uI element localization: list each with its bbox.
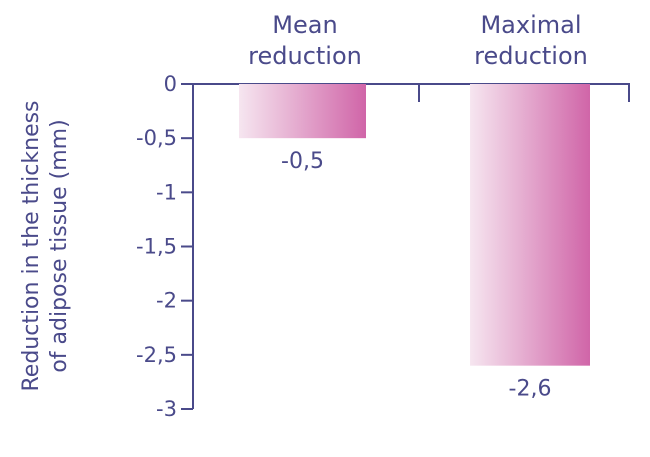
y-tick-label: -3 <box>156 397 177 421</box>
y-axis-title-line1: Reduction in the thickness <box>19 100 44 391</box>
bar <box>239 84 366 139</box>
y-tick-label: -1 <box>156 180 177 204</box>
category-label: Maximal <box>480 11 581 39</box>
y-axis-title: Reduction in the thickness of adipose ti… <box>19 100 72 391</box>
category-labels: Mean reduction Maximal reduction <box>248 11 588 70</box>
category-label: reduction <box>248 42 362 70</box>
y-axis-title-line2: of adipose tissue (mm) <box>47 119 72 372</box>
data-label: -0,5 <box>281 149 324 174</box>
category-label: Mean <box>272 11 337 39</box>
bar <box>470 84 590 366</box>
data-labels: -0,5 -2,6 <box>281 149 551 401</box>
y-tick-label: -1,5 <box>136 235 177 259</box>
y-ticks: 0 -0,5 -1 -1,5 -2 -2,5 -3 <box>136 72 193 421</box>
category-label: reduction <box>474 42 588 70</box>
data-label: -2,6 <box>509 377 552 402</box>
y-tick-label: -2 <box>156 289 177 313</box>
bars <box>239 84 590 366</box>
y-tick-label: -0,5 <box>136 126 177 150</box>
y-tick-label: 0 <box>164 72 177 96</box>
y-tick-label: -2,5 <box>136 343 177 367</box>
